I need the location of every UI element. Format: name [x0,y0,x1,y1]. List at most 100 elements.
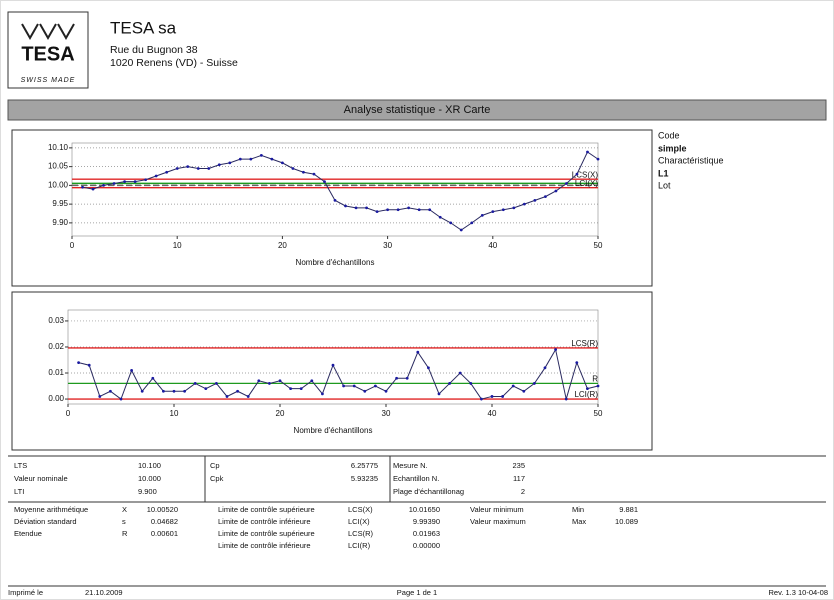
x-tick-label: 20 [278,241,287,250]
point [236,389,240,393]
stat-value: 6.25775 [351,461,378,470]
x-tick-label: 30 [383,241,392,250]
point [501,395,504,398]
stat-symbol: LCS(X) [348,505,373,514]
point [154,174,158,178]
stat-label: Echantillon N. [393,474,439,483]
point [299,387,303,391]
point [438,215,442,219]
logo-mark [21,23,75,41]
point [259,153,263,157]
point [533,198,537,202]
point [172,389,176,393]
stat-value: 117 [513,474,525,483]
point [437,392,441,396]
point [491,210,495,214]
stat-label: Moyenne arithmétique [14,505,88,514]
point [281,161,284,165]
point [193,382,197,385]
stat-value: 9.99390 [413,517,440,526]
point [448,382,451,385]
point [522,202,526,206]
point [395,376,398,380]
point [427,366,430,370]
point [98,395,102,398]
point [151,376,155,380]
stat-value: 10.000 [138,474,161,483]
point [183,389,187,393]
point [458,371,462,375]
point [512,206,516,210]
x-tick-label: 50 [594,409,603,418]
x-tick-label: 10 [173,241,182,250]
y-tick-label: 0.03 [48,316,64,325]
chart-panel [11,291,653,451]
point [291,167,295,170]
stat-value: 9.881 [619,505,638,514]
stat-label: Limite de contrôle inférieure [218,517,311,526]
logo-caption: SWISS MADE [21,77,76,84]
point [77,361,80,364]
stat-symbol: LCI(X) [348,517,370,526]
stat-label: LTI [14,487,24,496]
plot-area [71,142,599,237]
point [522,389,526,393]
footer-revision: Rev. 1.3 10-04-08 [769,588,828,597]
point [374,384,377,388]
x-tick-label: 0 [66,409,71,418]
point [342,384,345,388]
point [554,348,557,351]
stat-label: Valeur maximum [470,517,526,526]
point [480,397,483,401]
y-tick-label: 0.01 [48,368,64,377]
point [312,172,316,176]
x-tick-label: 40 [488,409,497,418]
point [596,384,600,388]
side-label: Lot [658,180,671,190]
point [91,187,95,191]
stat-label: Limite de contrôle supérieure [218,529,315,538]
y-tick-label: 9.95 [52,199,68,208]
point [162,389,165,393]
x-tick-label: 30 [382,409,391,418]
stat-label: Mesure N. [393,461,428,470]
footer-page: Page 1 de 1 [397,588,437,597]
side-label: Code [658,130,680,140]
point [480,213,484,217]
limit-label: LCS(R) [571,339,598,348]
stat-value: 0.00000 [413,541,440,550]
logo-box [7,11,89,89]
point [386,208,389,212]
series-line [78,348,599,400]
plot-area [67,309,599,405]
stat-value: 2 [521,487,525,496]
stat-value: 0.00601 [151,529,178,538]
point [352,384,356,388]
point [407,206,411,210]
point [490,395,494,398]
point [365,206,368,210]
address-line: Rue du Bugnon 38 [110,44,198,56]
stat-label: Etendue [14,529,42,538]
point [321,392,324,396]
stat-label: Limite de contrôle supérieure [218,505,315,514]
point [238,157,242,161]
point [133,180,137,184]
point [228,161,232,165]
point [575,361,579,364]
stat-value: 10.01650 [409,505,440,514]
point [459,228,463,232]
chart-panel [11,129,653,287]
point [565,182,568,185]
stat-label: Limite de contrôle inférieure [218,541,311,550]
stat-value: 0.01963 [413,529,440,538]
limit-label: LCI(R) [574,390,598,399]
stat-value: 5.93235 [351,474,378,483]
limit-label: LCI(X) [575,179,598,188]
stat-label: Valeur nominale [14,474,68,483]
point [289,387,292,391]
footer-date: 21.10.2009 [85,588,123,597]
point [257,379,261,383]
point [278,379,282,383]
